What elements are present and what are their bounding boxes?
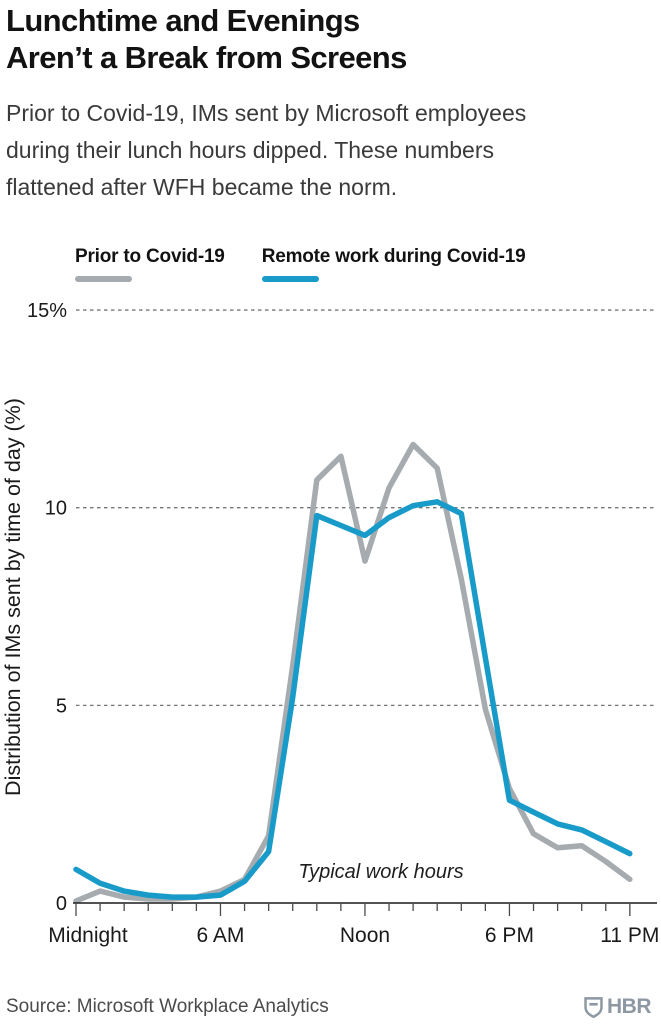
series-lines	[73, 441, 633, 904]
hbr-logo: HBR	[584, 995, 652, 1019]
x-tick-label-0: Midnight	[48, 924, 128, 947]
x-axis: Midnight 6 AM Noon 6 PM 11 PM	[48, 902, 659, 947]
series-line-remote-work	[73, 499, 633, 900]
source-note: Source: Microsoft Workplace Analytics	[6, 996, 329, 1017]
legend-item-remote: Remote work during Covid-19	[261, 246, 526, 282]
legend-swatch-remote	[261, 276, 319, 282]
x-tick-label-6: 6 AM	[197, 924, 245, 947]
chart-svg: 0 5 10 15% Distribution of IMs sent by time…	[1, 300, 659, 947]
x-tick-label-18: 6 PM	[485, 924, 534, 947]
y-axis-title: Distribution of IMs sent by time of day …	[1, 398, 25, 796]
gridlines: 0 5 10 15%	[27, 300, 654, 915]
legend-label-prior: Prior to Covid-19	[75, 246, 225, 267]
page-title: Lunchtime and Evenings Aren’t a Break fr…	[6, 3, 407, 75]
footer: Source: Microsoft Workplace Analytics HB…	[6, 995, 652, 1019]
y-tick-label-0: 0	[56, 893, 67, 915]
y-tick-label-5: 5	[56, 695, 67, 717]
chart-subtitle: Prior to Covid-19, IMs sent by Microsoft…	[6, 100, 527, 200]
legend-swatch-prior	[75, 276, 132, 282]
legend-label-remote: Remote work during Covid-19	[261, 246, 526, 267]
y-tick-label-15: 15%	[27, 300, 67, 322]
work-hours-annotation: Typical work hours	[298, 861, 463, 883]
x-tick-label-12: Noon	[340, 924, 390, 947]
chart-legend: Prior to Covid-19 Remote work during Cov…	[75, 246, 526, 282]
series-line-prior-covid	[73, 441, 633, 904]
hbr-logo-text: HBR	[607, 995, 652, 1018]
x-tick-label-23: 11 PM	[600, 924, 659, 947]
legend-item-prior: Prior to Covid-19	[75, 246, 225, 282]
hbr-shield-icon	[584, 996, 603, 1018]
line-chart: 0 5 10 15% Distribution of IMs sent by time…	[0, 295, 661, 955]
y-tick-label-10: 10	[45, 498, 67, 520]
